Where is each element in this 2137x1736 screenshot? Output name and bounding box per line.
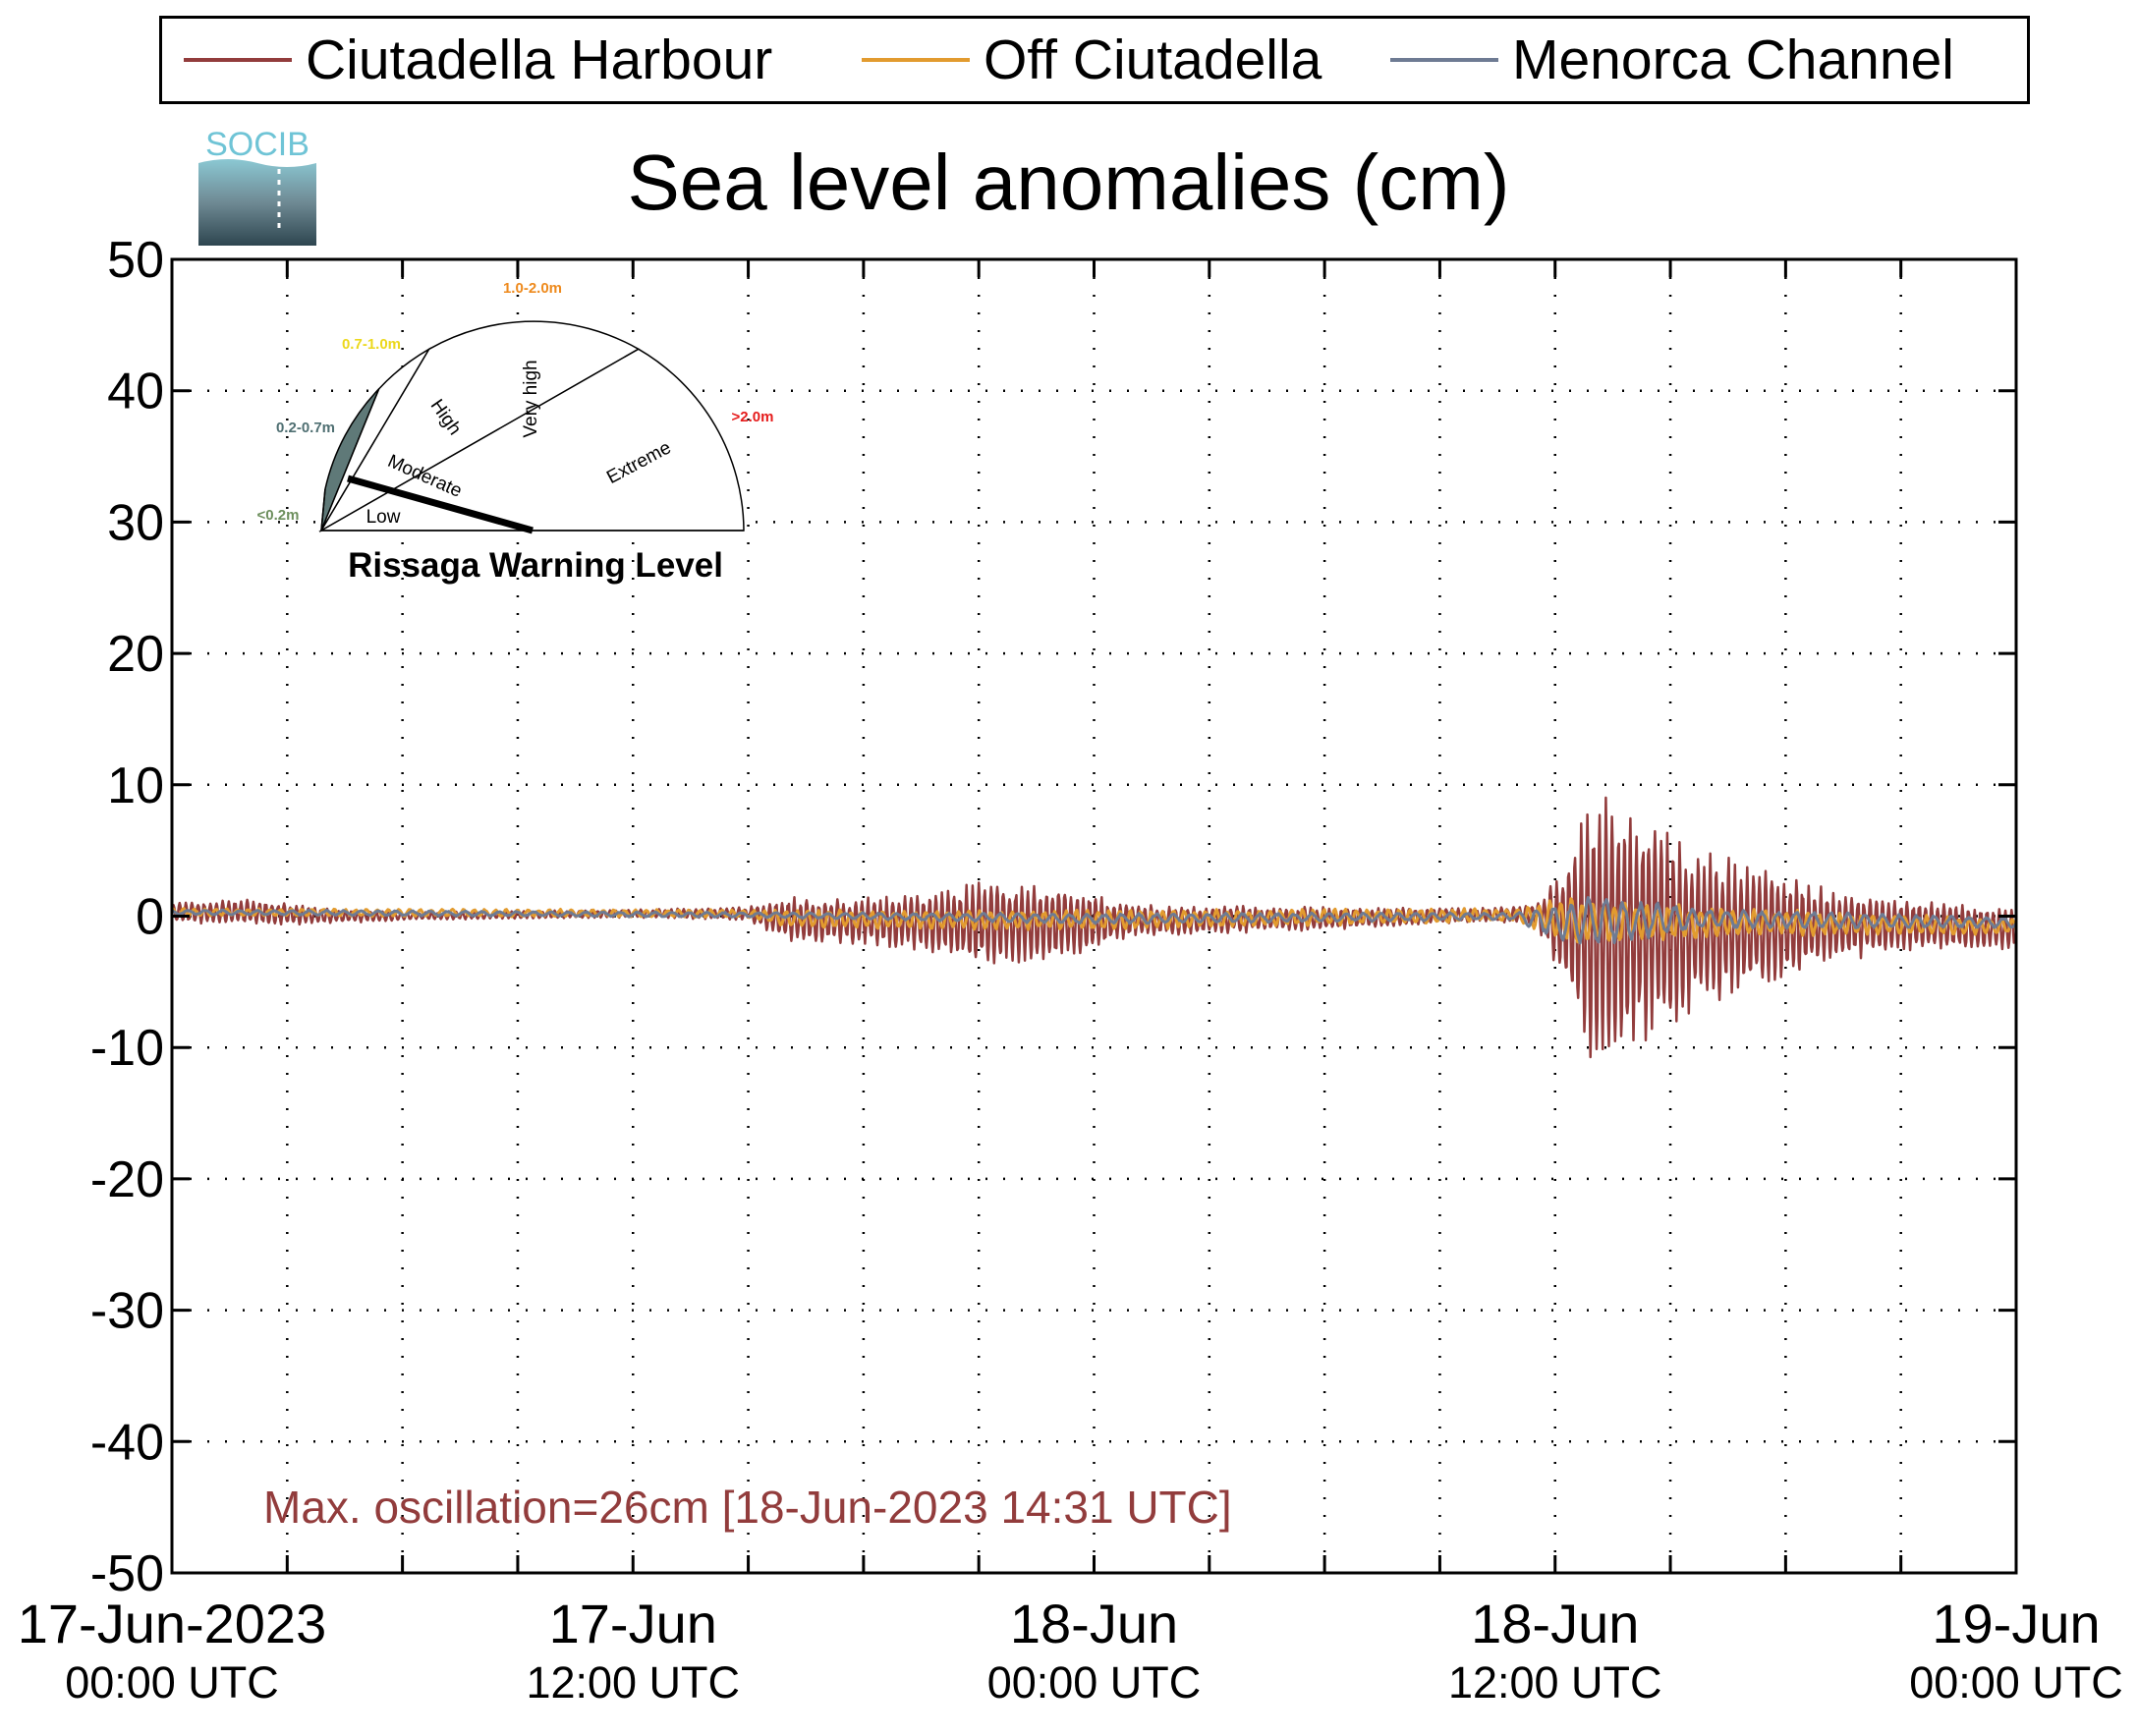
y-tick-label: -30 xyxy=(90,1283,164,1340)
legend-swatch-menorca-channel xyxy=(1390,58,1498,62)
gauge-range-very-high: 1.0-2.0m xyxy=(503,280,562,297)
x-tick-label-time: 00:00 UTC xyxy=(987,1657,1202,1708)
y-tick-label: -40 xyxy=(90,1414,164,1471)
socib-logo-icon: SOCIB xyxy=(198,126,316,246)
legend-label: Ciutadella Harbour xyxy=(306,28,773,91)
y-tick-label: 40 xyxy=(107,364,164,420)
legend-item-off-ciutadella: Off Ciutadella xyxy=(862,19,1322,101)
gauge-segment-extreme xyxy=(318,348,745,532)
y-tick-labels: 50 40 30 20 10 0 -10 -20 -30 -40 -50 xyxy=(90,232,164,1602)
gauge-range-moderate: 0.2-0.7m xyxy=(276,420,335,436)
series-line-off-ciutadella xyxy=(171,897,2018,944)
y-tick-label: 50 xyxy=(107,232,164,289)
gauge-needle xyxy=(347,475,534,534)
legend-item-ciutadella-harbour: Ciutadella Harbour xyxy=(184,19,772,101)
gauge-title: Rissaga Warning Level xyxy=(348,546,723,585)
max-oscillation-annotation: Max. oscillation=26cm [18-Jun-2023 14:31… xyxy=(263,1482,1232,1533)
y-tick-label: 30 xyxy=(107,494,164,551)
series-line-menorca-channel xyxy=(170,896,2018,945)
y-tick-label: -10 xyxy=(90,1020,164,1077)
gauge-range-low: <0.2m xyxy=(257,507,300,524)
y-tick-label: -50 xyxy=(90,1545,164,1602)
x-tick-label-date: 18-Jun xyxy=(1010,1593,1178,1654)
x-tick-label-date: 19-Jun xyxy=(1932,1593,2100,1654)
chart-title: Sea level anomalies (cm) xyxy=(627,139,1510,226)
ticks xyxy=(170,257,2018,1575)
series-layer xyxy=(170,796,2018,1059)
gauge-segment-very-high xyxy=(318,320,641,533)
legend-label: Menorca Channel xyxy=(1512,28,1954,91)
gauge-range-high: 0.7-1.0m xyxy=(342,336,401,353)
x-tick-label-time: 12:00 UTC xyxy=(526,1657,740,1708)
rissaga-warning-gauge: Low Moderate High Very high Extreme <0.2… xyxy=(257,280,774,585)
gauge-range-extreme: >2.0m xyxy=(732,409,774,425)
legend-item-menorca-channel: Menorca Channel xyxy=(1390,19,1954,101)
x-tick-label-date: 17-Jun-2023 xyxy=(18,1593,326,1654)
gauge-label-low: Low xyxy=(366,507,401,528)
y-tick-label: -20 xyxy=(90,1151,164,1208)
legend-label: Off Ciutadella xyxy=(984,28,1322,91)
x-tick-label-time: 12:00 UTC xyxy=(1448,1657,1662,1708)
gauge-label-very-high: Very high xyxy=(521,360,541,437)
y-tick-label: 0 xyxy=(136,889,164,946)
y-tick-label: 10 xyxy=(107,757,164,814)
x-tick-label-time: 00:00 UTC xyxy=(1909,1657,2123,1708)
x-tick-label-time: 00:00 UTC xyxy=(65,1657,279,1708)
x-tick-label-date: 18-Jun xyxy=(1471,1593,1639,1654)
logo-text: SOCIB xyxy=(205,126,309,163)
chart-legend: Ciutadella Harbour Off Ciutadella Menorc… xyxy=(159,16,2030,104)
legend-swatch-off-ciutadella xyxy=(862,58,970,62)
x-tick-label-date: 17-Jun xyxy=(549,1593,717,1654)
legend-swatch-ciutadella-harbour xyxy=(184,58,292,62)
y-tick-label: 20 xyxy=(107,626,164,683)
